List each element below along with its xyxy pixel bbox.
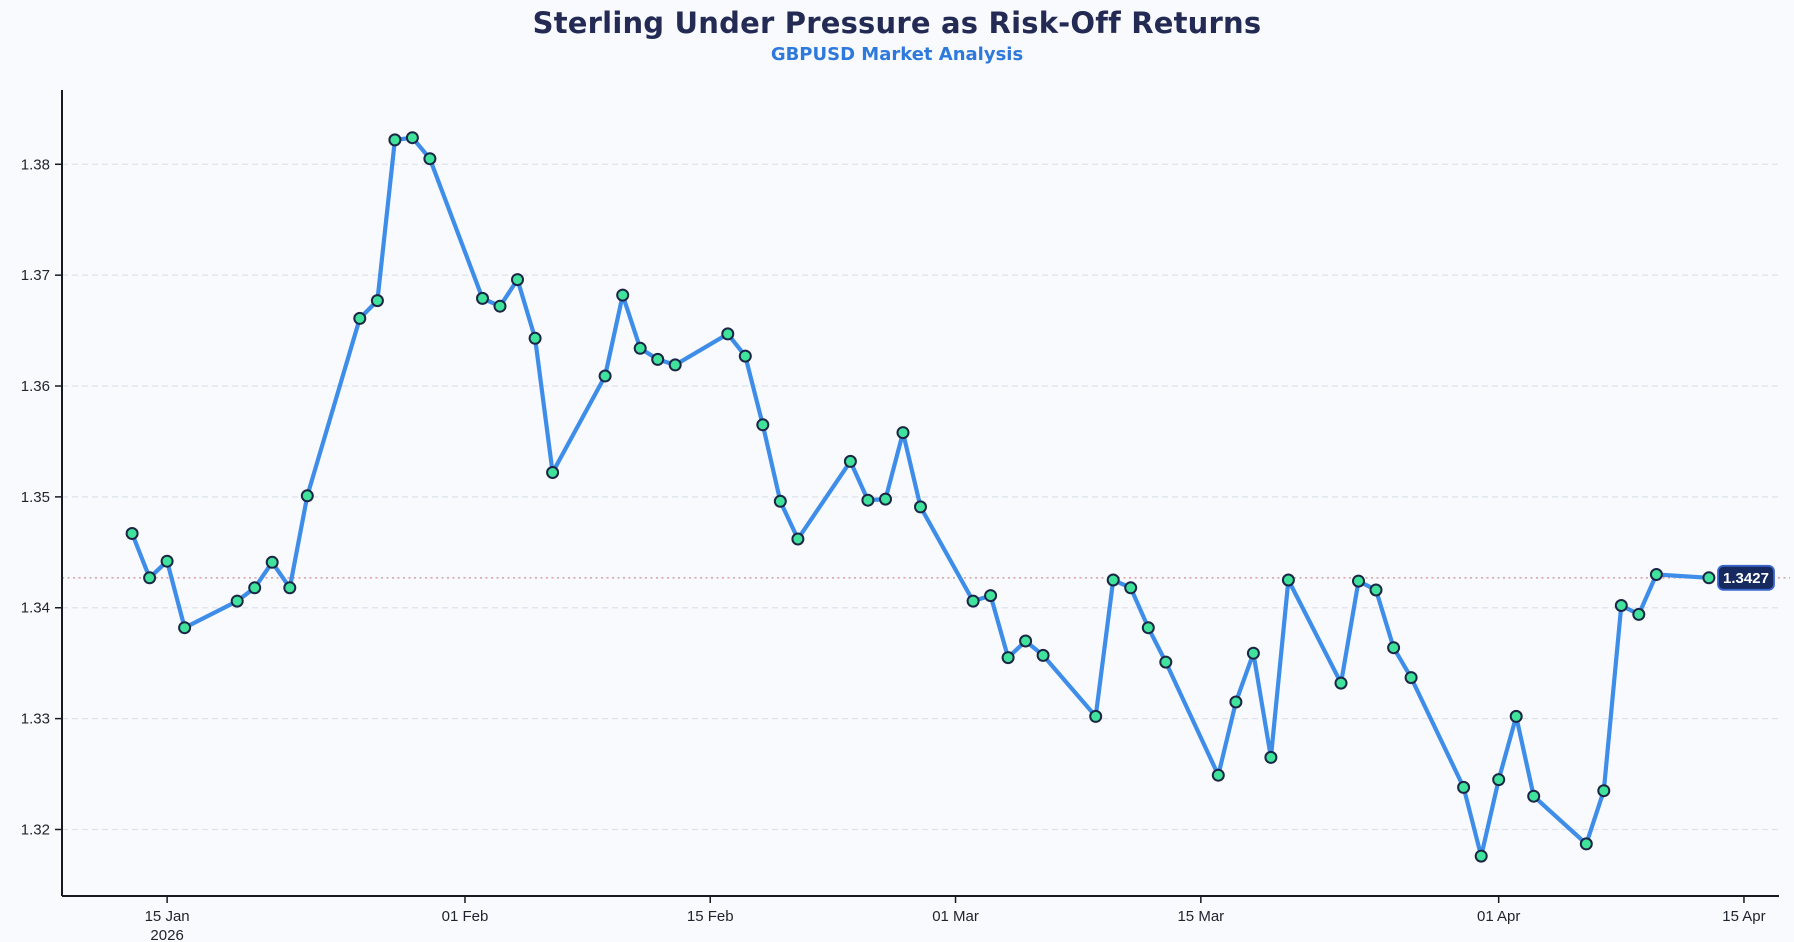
data-point-marker[interactable]: [248, 581, 262, 595]
data-point-marker[interactable]: [1579, 837, 1593, 851]
data-point-marker[interactable]: [370, 294, 384, 308]
data-point-marker[interactable]: [1124, 581, 1138, 595]
y-tick-label: 1.32: [21, 821, 50, 838]
x-tick-label: 15 Mar: [1177, 908, 1224, 925]
x-tick-label: 01 Mar: [932, 908, 979, 925]
data-point-marker[interactable]: [721, 327, 735, 341]
data-point-marker[interactable]: [546, 466, 560, 479]
data-point-marker[interactable]: [125, 527, 139, 540]
data-point-marker[interactable]: [668, 358, 682, 372]
data-point-marker[interactable]: [283, 581, 297, 595]
data-point-marker[interactable]: [633, 341, 647, 355]
y-tick-label: 1.35: [21, 489, 50, 506]
data-point-marker[interactable]: [1264, 750, 1278, 764]
y-tick-label: 1.34: [21, 600, 50, 617]
data-point-marker[interactable]: [966, 594, 980, 608]
data-point-marker[interactable]: [616, 288, 630, 302]
data-point-marker[interactable]: [1702, 571, 1716, 585]
data-point-marker[interactable]: [896, 426, 910, 440]
data-point-marker[interactable]: [300, 489, 314, 503]
data-point-marker[interactable]: [1492, 773, 1506, 787]
data-point-marker[interactable]: [1281, 573, 1295, 587]
data-point-marker[interactable]: [160, 554, 174, 568]
data-point-marker[interactable]: [528, 331, 542, 345]
data-point-marker[interactable]: [1106, 573, 1120, 587]
data-point-marker[interactable]: [1509, 709, 1523, 723]
data-point-marker[interactable]: [914, 500, 927, 514]
data-point-marker[interactable]: [1474, 849, 1488, 863]
data-point-marker[interactable]: [1614, 599, 1628, 612]
data-point-marker[interactable]: [1089, 709, 1103, 723]
data-point-marker[interactable]: [1404, 671, 1418, 685]
data-point-marker[interactable]: [1246, 646, 1260, 660]
data-point-marker[interactable]: [405, 131, 419, 145]
data-point-marker[interactable]: [1019, 634, 1033, 648]
x-tick-label: 15 Jan: [145, 908, 190, 925]
data-point-marker[interactable]: [861, 493, 875, 507]
data-point-marker[interactable]: [178, 621, 192, 635]
data-point-marker[interactable]: [265, 555, 279, 569]
data-point-marker[interactable]: [1597, 784, 1611, 798]
data-point-marker[interactable]: [843, 454, 857, 468]
data-point-marker[interactable]: [423, 152, 437, 166]
data-point-marker[interactable]: [1036, 648, 1050, 662]
data-point-marker[interactable]: [1211, 768, 1225, 782]
x-tick-year-label: 2026: [150, 927, 183, 942]
data-point-marker[interactable]: [1001, 651, 1015, 665]
data-point-marker[interactable]: [1457, 780, 1471, 794]
x-tick-label: 01 Feb: [442, 908, 489, 925]
data-point-marker[interactable]: [1229, 695, 1243, 709]
data-point-marker[interactable]: [984, 589, 998, 603]
data-point-marker[interactable]: [143, 571, 157, 585]
data-point-marker[interactable]: [493, 299, 507, 313]
data-point-marker[interactable]: [879, 492, 892, 506]
y-tick-label: 1.33: [21, 711, 50, 728]
data-point-marker[interactable]: [1387, 641, 1401, 655]
data-point-marker[interactable]: [1334, 676, 1348, 690]
last-price-badge: [1717, 564, 1775, 591]
x-tick-label: 15 Apr: [1722, 908, 1765, 925]
data-point-marker[interactable]: [1141, 621, 1155, 635]
data-point-marker[interactable]: [1369, 583, 1383, 597]
data-point-marker[interactable]: [1527, 789, 1541, 803]
data-point-marker[interactable]: [1352, 574, 1365, 588]
data-point-marker[interactable]: [1159, 655, 1173, 669]
data-point-marker[interactable]: [598, 369, 612, 383]
data-point-marker[interactable]: [738, 349, 752, 363]
last-price-badge-label: 1.3427: [1723, 570, 1769, 587]
y-tick-label: 1.37: [21, 267, 50, 284]
data-point-marker[interactable]: [791, 532, 805, 546]
data-point-marker[interactable]: [773, 494, 787, 508]
data-point-marker[interactable]: [353, 311, 367, 325]
y-tick-label: 1.38: [21, 156, 50, 173]
data-point-marker[interactable]: [388, 133, 402, 147]
data-point-marker[interactable]: [1632, 607, 1646, 621]
data-point-marker[interactable]: [651, 352, 665, 366]
data-point-marker[interactable]: [476, 291, 489, 305]
data-point-marker[interactable]: [230, 594, 244, 608]
data-point-marker[interactable]: [511, 273, 524, 287]
data-point-marker[interactable]: [1649, 568, 1663, 581]
data-point-marker[interactable]: [756, 418, 770, 432]
x-tick-label: 01 Apr: [1477, 908, 1520, 925]
x-tick-label: 15 Feb: [687, 908, 734, 925]
y-tick-label: 1.36: [21, 378, 50, 395]
